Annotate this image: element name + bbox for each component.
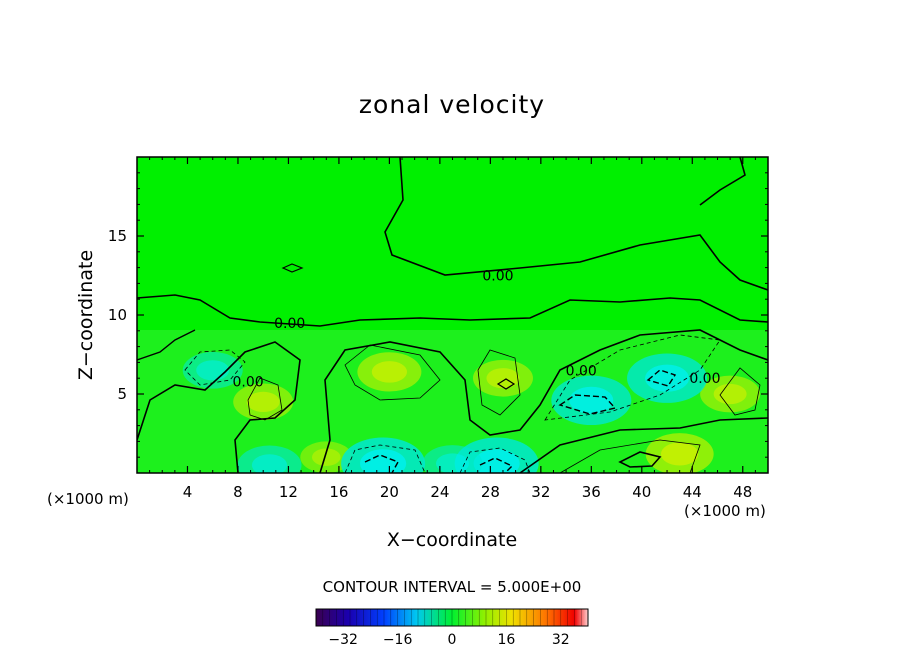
x-tick-label: 8 xyxy=(233,483,243,501)
field-anomaly-core xyxy=(660,442,699,466)
zero-contour-center xyxy=(319,329,768,473)
positive-contour xyxy=(719,367,761,416)
x-tick-label: 32 xyxy=(531,483,550,501)
field-anomaly-core xyxy=(312,448,341,466)
negative-contour-strong xyxy=(479,457,514,473)
contour-label: 0.00 xyxy=(232,374,263,390)
zero-contour-left-edge xyxy=(137,329,196,361)
x-axis-label: X−coordinate xyxy=(387,529,517,551)
contour-label: 0.00 xyxy=(689,371,720,387)
positive-contour xyxy=(344,344,441,401)
contour-label: 0.00 xyxy=(274,316,305,332)
x-tick-label: 16 xyxy=(329,483,348,501)
x-tick-label: 20 xyxy=(380,483,399,501)
chart-title: zonal velocity xyxy=(359,90,545,119)
small-contour xyxy=(496,378,516,390)
x-tick-label: 44 xyxy=(683,483,702,501)
field-anomaly-core xyxy=(196,360,230,381)
zero-contour-mid xyxy=(137,294,768,327)
x-tick-label: 36 xyxy=(582,483,601,501)
colorbar-tick-label: 0 xyxy=(448,632,457,648)
negative-contour-strong xyxy=(558,394,617,415)
contour-lines xyxy=(137,157,768,473)
field-anomaly-core xyxy=(436,453,469,473)
field-anomaly-positive xyxy=(300,441,353,473)
x-tick-label: 40 xyxy=(632,483,651,501)
x-tick-label: 28 xyxy=(481,483,500,501)
positive-contour xyxy=(247,377,283,421)
positive-contour xyxy=(477,349,521,416)
y-tick-label: 10 xyxy=(108,306,127,324)
field-anomaly-core xyxy=(713,383,747,405)
colorbar-tick-label: 32 xyxy=(552,632,570,648)
negative-contour xyxy=(459,447,531,473)
positive-contour-strong xyxy=(618,451,662,468)
colorbar: −32 −16 0 16 32 xyxy=(315,608,589,648)
x-unit-right: (×1000 m) xyxy=(684,502,766,520)
field-anomaly-core xyxy=(371,361,407,383)
x-tick-label: 4 xyxy=(183,483,193,501)
field-anomaly-core xyxy=(486,368,520,389)
zero-contour-bottom xyxy=(519,417,768,473)
field-anomaly-core xyxy=(246,391,280,412)
field-anomaly-core xyxy=(473,449,520,473)
negative-contour xyxy=(344,444,426,473)
contour-interval-label: CONTOUR INTERVAL = 5.000E+00 xyxy=(323,578,582,596)
negative-contour xyxy=(184,349,246,386)
positive-contour xyxy=(559,439,701,473)
y-tick-label: 15 xyxy=(108,227,127,245)
y-axis-label: Z−coordinate xyxy=(75,250,97,380)
x-tick-label: 12 xyxy=(279,483,298,501)
zero-contour-upper-right xyxy=(699,157,746,206)
x-tick-label: 48 xyxy=(733,483,752,501)
zero-contour-upper xyxy=(384,157,768,291)
negative-contour xyxy=(544,334,721,421)
velocity-field xyxy=(137,157,768,473)
y-tick-label: 5 xyxy=(117,385,127,403)
zero-contour-left-wave xyxy=(137,341,301,473)
field-anomaly-core xyxy=(569,386,614,414)
contour-label: 0.00 xyxy=(482,269,513,285)
x-unit-left: (×1000 m) xyxy=(47,490,129,508)
colorbar-tick-label: 16 xyxy=(497,632,515,648)
contour-label: 0.00 xyxy=(566,363,597,379)
colorbar-tick-label: −32 xyxy=(328,632,358,648)
contour-labels: 0.00 0.00 0.00 0.00 0.00 xyxy=(232,269,720,391)
colorbar-tick-label: −16 xyxy=(383,632,413,648)
negative-contour-strong xyxy=(646,369,677,387)
field-anomaly-core xyxy=(251,454,288,473)
x-tick-label: 24 xyxy=(430,483,449,501)
small-contour xyxy=(281,263,304,273)
field-anomaly-core xyxy=(645,364,690,392)
